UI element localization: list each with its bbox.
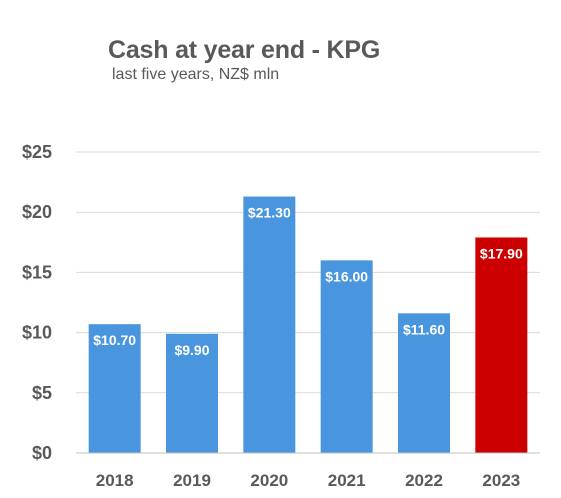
bar-2023 bbox=[475, 237, 528, 453]
value-label-2021: $16.00 bbox=[325, 268, 368, 284]
value-label-2018: $10.70 bbox=[93, 332, 136, 348]
value-label-2020: $21.30 bbox=[248, 205, 291, 221]
y-axis-ticks: $0 $5 $10 $15 $20 $25 bbox=[22, 142, 52, 463]
bar-2022 bbox=[398, 313, 450, 453]
bar-2021 bbox=[320, 260, 373, 453]
y-tick-label: $0 bbox=[32, 443, 52, 463]
y-tick-label: $20 bbox=[22, 202, 52, 222]
value-label-2019: $9.90 bbox=[174, 342, 209, 358]
x-tick-label-2023: 2023 bbox=[482, 471, 520, 490]
bar-2020 bbox=[243, 196, 296, 453]
value-label-2023: $17.90 bbox=[480, 245, 523, 261]
gridlines bbox=[76, 151, 540, 394]
x-tick-label-2021: 2021 bbox=[328, 471, 366, 490]
bar-value-labels: $10.70 $9.90 $21.30 $16.00 $11.60 $17.90 bbox=[93, 205, 523, 358]
value-label-2022: $11.60 bbox=[403, 321, 445, 337]
x-tick-label-2020: 2020 bbox=[250, 471, 288, 490]
chart-title: Cash at year end - KPG bbox=[108, 36, 381, 64]
bar-2019 bbox=[166, 333, 218, 453]
y-tick-label: $25 bbox=[22, 142, 52, 162]
y-tick-label: $15 bbox=[22, 262, 52, 282]
bars bbox=[88, 196, 528, 453]
y-tick-label: $10 bbox=[22, 323, 52, 343]
chart-subtitle: last five years, NZ$ mln bbox=[112, 66, 280, 83]
x-axis-ticks: 2018 2019 2020 2021 2022 2023 bbox=[96, 471, 520, 490]
x-tick-label-2018: 2018 bbox=[96, 471, 134, 490]
bar-2018 bbox=[88, 324, 141, 453]
x-tick-label-2022: 2022 bbox=[405, 471, 443, 490]
y-tick-label: $5 bbox=[32, 383, 52, 403]
x-tick-label-2019: 2019 bbox=[173, 471, 211, 490]
